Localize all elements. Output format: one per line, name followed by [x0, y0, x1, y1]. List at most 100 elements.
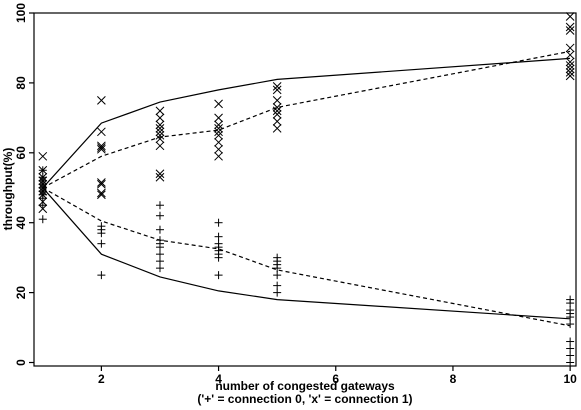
plus-point — [273, 271, 282, 280]
cross-point — [214, 113, 223, 123]
solid-line-0 — [42, 57, 571, 189]
cross-point — [97, 188, 106, 198]
cross-point — [155, 169, 165, 179]
cross-point — [214, 144, 223, 154]
plus-point — [97, 222, 106, 231]
cross-point — [565, 61, 575, 70]
cross-point — [97, 144, 106, 154]
cross-point — [214, 151, 223, 161]
cross-point — [97, 143, 106, 152]
cross-point — [97, 179, 106, 189]
plus-point — [273, 253, 282, 262]
cross-point — [38, 176, 48, 186]
y-axis-label: throughput(%) — [1, 148, 15, 231]
data-points — [38, 12, 575, 367]
plus-point — [155, 225, 164, 234]
cross-point — [97, 141, 106, 151]
y-tick-label: 20 — [14, 286, 28, 300]
plus-point — [214, 271, 223, 280]
plus-point — [566, 344, 575, 353]
y-tick-label: 60 — [14, 146, 28, 160]
plus-point — [566, 306, 575, 315]
cross-point — [565, 57, 575, 67]
y-axis-ticks: 0 20 40 60 80 100 — [14, 3, 34, 366]
solid-line-1 — [42, 187, 571, 320]
plus-point — [155, 201, 164, 210]
plus-point — [566, 295, 575, 304]
x-tick-label: 4 — [215, 372, 222, 386]
cross-point — [38, 204, 48, 214]
cross-point — [214, 99, 223, 109]
cross-point — [565, 68, 575, 77]
cross-point — [155, 172, 165, 182]
plus-point — [97, 271, 106, 280]
cross-point — [565, 64, 575, 74]
cross-point — [565, 43, 575, 53]
cross-point — [38, 151, 48, 161]
x-tick-label: 8 — [450, 372, 457, 386]
y-tick-label: 80 — [14, 76, 28, 90]
cross-point — [155, 123, 165, 133]
plus-point — [566, 337, 575, 346]
cross-point — [38, 179, 48, 189]
cross-point — [38, 190, 48, 200]
cross-point — [97, 190, 106, 200]
cross-point — [38, 183, 48, 193]
cross-point — [38, 197, 48, 207]
cross-point — [565, 12, 575, 21]
x-tick-label: 10 — [563, 372, 577, 386]
cross-point — [565, 26, 575, 35]
plot-frame — [33, 12, 577, 367]
plus-point — [155, 236, 164, 245]
x-axis-label: number of congested gateways — [215, 379, 395, 393]
cross-point — [214, 127, 223, 137]
cross-point — [214, 130, 223, 140]
y-tick-label: 0 — [14, 359, 28, 366]
plus-point — [155, 257, 164, 266]
cross-point — [97, 178, 106, 187]
cross-point — [97, 96, 106, 105]
plus-point — [214, 232, 223, 241]
plus-point — [214, 218, 223, 227]
plus-point — [273, 281, 282, 290]
plus-point — [97, 239, 106, 248]
y-tick-label: 40 — [14, 216, 28, 230]
cross-point — [214, 123, 223, 133]
cross-point — [272, 96, 282, 105]
cross-point — [565, 50, 575, 60]
plus-point — [214, 239, 223, 248]
cross-point — [565, 22, 575, 32]
cross-point — [155, 134, 165, 144]
cross-point — [155, 130, 165, 140]
cross-point — [38, 172, 48, 182]
cross-point — [155, 127, 165, 137]
cross-point — [272, 110, 282, 119]
cross-point — [214, 137, 223, 147]
x-tick-label: 2 — [98, 372, 105, 386]
cross-point — [272, 103, 282, 112]
dashed-line-2 — [42, 50, 571, 189]
plus-point — [38, 201, 47, 210]
plus-point — [155, 250, 164, 259]
fit-lines — [42, 50, 571, 327]
x-tick-label: 6 — [332, 372, 339, 386]
cross-point — [38, 165, 48, 175]
cross-point — [155, 120, 165, 130]
cross-point — [155, 113, 165, 123]
cross-point — [272, 85, 282, 95]
cross-point — [565, 71, 575, 81]
x-axis-ticks: 2 4 6 8 10 — [98, 366, 577, 386]
plus-point — [566, 351, 575, 360]
cross-point — [272, 82, 282, 91]
cross-point — [155, 106, 165, 116]
cross-point — [214, 120, 223, 130]
plus-point — [155, 211, 164, 220]
y-tick-label: 100 — [14, 3, 28, 23]
cross-point — [272, 106, 282, 116]
plus-point — [566, 320, 575, 329]
x-axis-note: ('+' = connection 0, 'x' = connection 1) — [197, 392, 412, 406]
plus-point — [38, 215, 47, 224]
plus-point — [566, 358, 575, 367]
cross-point — [272, 123, 282, 133]
